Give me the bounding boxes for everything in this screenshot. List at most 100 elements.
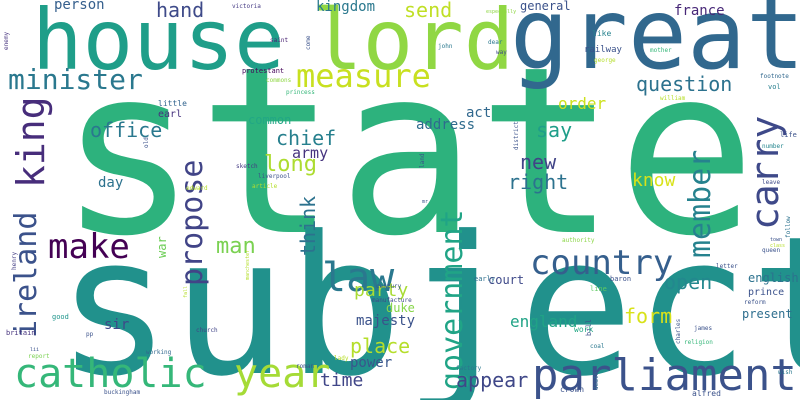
word-charles: charles (675, 318, 682, 344)
word-member: member (683, 149, 718, 258)
word-mother: mother (650, 47, 672, 54)
word-prince: prince (748, 287, 785, 298)
word-vol: vol (768, 83, 781, 91)
word-letter: letter (716, 263, 738, 270)
word-way: way (496, 49, 507, 56)
word-court: court (488, 273, 525, 287)
word-day: day (98, 175, 124, 191)
word-james: james (694, 325, 713, 332)
word-class: class (770, 243, 786, 249)
word-william: william (660, 95, 686, 102)
word-state: state (58, 17, 757, 287)
word-good: good (52, 313, 69, 321)
word-send: send (404, 0, 453, 22)
word-edward: edward (186, 185, 208, 192)
word-coal: coal (590, 343, 605, 350)
word-think: think (296, 195, 320, 256)
word-government: government (435, 209, 470, 390)
word-sketch: sketch (236, 163, 258, 170)
word-footnote: footnote (760, 73, 789, 80)
word-question: question (636, 72, 733, 96)
word-say: say (536, 118, 573, 142)
word-old: old (143, 137, 150, 148)
word-town: town (770, 237, 783, 243)
word-queen: queen (762, 247, 781, 254)
word-enemy: enemy (3, 31, 10, 50)
word-law: law (322, 255, 395, 301)
word-working: working (146, 349, 172, 356)
word-earl: earl (158, 109, 183, 120)
word-know: know (632, 170, 676, 191)
word-house: house (32, 0, 285, 89)
word-reform: reform (744, 299, 766, 306)
word-subject: subject (56, 196, 800, 400)
word-wish: wish (778, 369, 793, 376)
word-common: common (248, 113, 292, 127)
word-great: great (510, 0, 800, 92)
word-manchester: manchester (245, 249, 251, 280)
word-land: land (419, 153, 426, 168)
word-place: place (350, 334, 411, 358)
word-person: person (54, 0, 105, 13)
word-alfred: alfred (692, 389, 721, 398)
word-english: english (748, 271, 799, 285)
word-authority: authority (562, 237, 595, 244)
word-follow: follow (785, 216, 792, 238)
word-right: right (508, 170, 569, 194)
word-buckingham: buckingham (104, 389, 141, 396)
word-time: time (320, 370, 364, 391)
word-pp: pp (86, 331, 94, 338)
word-present: present (742, 307, 793, 321)
word-minister: minister (8, 63, 143, 96)
word-make: make (48, 227, 130, 267)
word-protestant: protestant (242, 67, 285, 75)
word-ireland: ireland (9, 211, 44, 338)
word-roman: roman (296, 363, 315, 370)
word-especially: especially (486, 9, 517, 15)
word-number: number (762, 143, 784, 150)
word-man: man (216, 234, 256, 259)
word-act: act (466, 105, 492, 121)
word-report: report (28, 353, 50, 360)
word-line: line (590, 285, 607, 293)
word-saint: saint (270, 37, 289, 44)
word-open: open (664, 270, 713, 294)
word-france: france (674, 3, 725, 19)
word-propose: propose (175, 159, 210, 286)
word-liverpool: liverpool (258, 173, 291, 180)
word-like: like (592, 29, 612, 38)
word-form: form (624, 304, 673, 328)
word-religion: religion (684, 339, 713, 346)
word-dear: dear (488, 39, 503, 46)
word-kingdom: kingdom (316, 0, 376, 15)
word-long: long (264, 152, 317, 177)
word-mr: mr (422, 199, 429, 205)
word-chief: chief (276, 126, 337, 150)
word-king: king (9, 96, 53, 188)
word-majesty: majesty (356, 313, 416, 329)
word-catholic: catholic (14, 351, 207, 397)
word-george: george (594, 57, 616, 64)
word-power: power (350, 355, 393, 371)
word-commons: commons (266, 77, 292, 84)
word-appear: appear (456, 368, 529, 392)
word-john: john (438, 43, 453, 50)
word-carry: carry (743, 115, 787, 230)
word-britain: britain (6, 329, 36, 337)
word-early: early (474, 275, 496, 283)
word-office: office (90, 118, 163, 142)
word-article: article (252, 183, 278, 190)
word-lady: lady (334, 355, 349, 362)
word-lord: lord (312, 0, 515, 89)
word-railway: railway (584, 45, 622, 55)
word-parliament: parliament (532, 350, 797, 400)
word-crown: crown (560, 385, 585, 394)
word-little: little (158, 99, 187, 108)
word-princess: princess (286, 89, 315, 96)
word-party: party (354, 280, 409, 301)
word-order: order (558, 94, 607, 113)
word-hand: hand (156, 0, 205, 22)
word-death: death (593, 371, 600, 390)
word-come: come (305, 35, 312, 50)
